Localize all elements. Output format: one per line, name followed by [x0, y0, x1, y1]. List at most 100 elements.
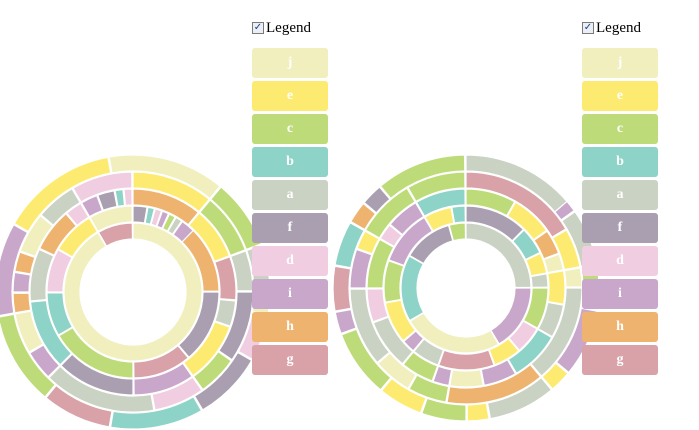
arc-segment-d[interactable]: [379, 224, 403, 248]
arc-segment-h[interactable]: [533, 230, 560, 260]
arc-segment-i[interactable]: [388, 216, 434, 267]
arc-segment-i[interactable]: [432, 365, 453, 387]
arc-segment-c[interactable]: [421, 397, 467, 422]
arc-segment-e[interactable]: [384, 299, 417, 342]
arc-segment-a[interactable]: [372, 316, 414, 365]
arc-segment-a[interactable]: [214, 298, 237, 327]
arc-segment-b[interactable]: [144, 206, 156, 225]
arc-segment-c[interactable]: [58, 326, 134, 379]
legend-checkbox[interactable]: ✓: [252, 22, 264, 34]
arc-segment-a[interactable]: [413, 338, 445, 366]
arc-segment-b[interactable]: [400, 255, 425, 322]
arc-segment-i[interactable]: [389, 201, 425, 236]
arc-segment-a[interactable]: [465, 154, 568, 213]
arc-segment-i[interactable]: [349, 248, 373, 289]
arc-segment-i[interactable]: [156, 210, 170, 230]
arc-segment-b[interactable]: [507, 328, 553, 375]
arc-segment-c[interactable]: [383, 259, 405, 303]
legend-item-a[interactable]: a: [582, 180, 658, 210]
arc-segment-i[interactable]: [402, 330, 425, 352]
arc-segment-e[interactable]: [525, 252, 548, 277]
arc-segment-h[interactable]: [446, 363, 542, 405]
arc-segment-e[interactable]: [551, 229, 581, 271]
arc-segment-j[interactable]: [14, 310, 44, 353]
arc-segment-g[interactable]: [133, 344, 190, 379]
arc-segment-j[interactable]: [89, 205, 133, 233]
arc-segment-h[interactable]: [14, 251, 36, 275]
legend-item-a[interactable]: a: [252, 180, 328, 210]
arc-segment-c[interactable]: [448, 222, 467, 242]
legend-item-b[interactable]: b: [252, 147, 328, 177]
arc-segment-c[interactable]: [379, 154, 466, 200]
arc-segment-i[interactable]: [172, 220, 195, 243]
arc-segment-j[interactable]: [563, 267, 583, 288]
arc-segment-e[interactable]: [182, 320, 231, 377]
arc-segment-f[interactable]: [60, 353, 134, 396]
arc-segment-d[interactable]: [366, 288, 389, 323]
arc-segment-c[interactable]: [465, 188, 516, 217]
legend-checkbox[interactable]: ✓: [582, 22, 594, 34]
arc-segment-b[interactable]: [46, 292, 74, 336]
arc-segment-b[interactable]: [114, 188, 126, 208]
arc-segment-b[interactable]: [334, 221, 365, 269]
legend-item-i[interactable]: i: [582, 279, 658, 309]
legend-item-e[interactable]: e: [582, 81, 658, 111]
arc-segment-i[interactable]: [480, 359, 517, 387]
legend-item-e[interactable]: e: [252, 81, 328, 111]
arc-segment-i[interactable]: [490, 287, 532, 345]
legend-item-c[interactable]: c: [252, 114, 328, 144]
arc-segment-c[interactable]: [161, 213, 177, 232]
arc-segment-c[interactable]: [408, 374, 450, 403]
arc-segment-g[interactable]: [465, 171, 567, 238]
arc-segment-e[interactable]: [466, 402, 490, 422]
arc-segment-c[interactable]: [192, 350, 233, 391]
arc-segment-d[interactable]: [151, 376, 203, 411]
legend-item-h[interactable]: h: [582, 312, 658, 342]
arc-segment-e[interactable]: [547, 270, 566, 305]
arc-segment-h[interactable]: [132, 188, 200, 226]
arc-segment-a[interactable]: [40, 187, 81, 226]
arc-segment-c[interactable]: [407, 171, 466, 203]
arc-segment-c[interactable]: [402, 351, 439, 382]
arc-segment-j[interactable]: [19, 214, 54, 258]
arc-segment-f[interactable]: [97, 190, 118, 212]
legend-item-d[interactable]: d: [252, 246, 328, 276]
arc-segment-e[interactable]: [488, 337, 520, 366]
arc-segment-i[interactable]: [80, 194, 104, 218]
arc-segment-d[interactable]: [46, 248, 73, 293]
arc-segment-h[interactable]: [350, 202, 377, 231]
legend-item-i[interactable]: i: [252, 279, 328, 309]
arc-segment-a[interactable]: [167, 216, 183, 236]
arc-segment-a[interactable]: [349, 288, 391, 364]
arc-segment-f[interactable]: [363, 186, 391, 214]
arc-segment-e[interactable]: [356, 230, 380, 255]
arc-segment-c[interactable]: [0, 313, 57, 398]
legend-item-f[interactable]: f: [582, 213, 658, 243]
arc-segment-i[interactable]: [133, 362, 193, 396]
arc-segment-b[interactable]: [29, 299, 73, 366]
arc-segment-g[interactable]: [437, 349, 495, 371]
legend-item-c[interactable]: c: [582, 114, 658, 144]
arc-segment-b[interactable]: [109, 395, 203, 430]
arc-segment-j[interactable]: [449, 369, 484, 388]
legend-item-h[interactable]: h: [252, 312, 328, 342]
legend-item-j[interactable]: j: [252, 48, 328, 78]
arc-segment-c[interactable]: [199, 199, 247, 257]
legend-item-f[interactable]: f: [252, 213, 328, 243]
arc-segment-e[interactable]: [424, 206, 455, 232]
arc-segment-e[interactable]: [380, 377, 427, 414]
arc-segment-a[interactable]: [530, 273, 549, 288]
arc-segment-g[interactable]: [97, 222, 134, 247]
arc-segment-e[interactable]: [188, 212, 231, 263]
arc-segment-j[interactable]: [63, 222, 203, 362]
arc-segment-c[interactable]: [340, 328, 392, 391]
arc-segment-b[interactable]: [511, 229, 541, 261]
arc-segment-a[interactable]: [48, 365, 155, 413]
arc-segment-i[interactable]: [28, 344, 61, 378]
arc-segment-h[interactable]: [38, 212, 78, 257]
legend-item-d[interactable]: d: [582, 246, 658, 276]
arc-segment-f[interactable]: [465, 205, 525, 242]
arc-segment-a[interactable]: [29, 248, 55, 302]
arc-segment-j[interactable]: [108, 154, 221, 200]
arc-segment-j[interactable]: [543, 253, 565, 274]
